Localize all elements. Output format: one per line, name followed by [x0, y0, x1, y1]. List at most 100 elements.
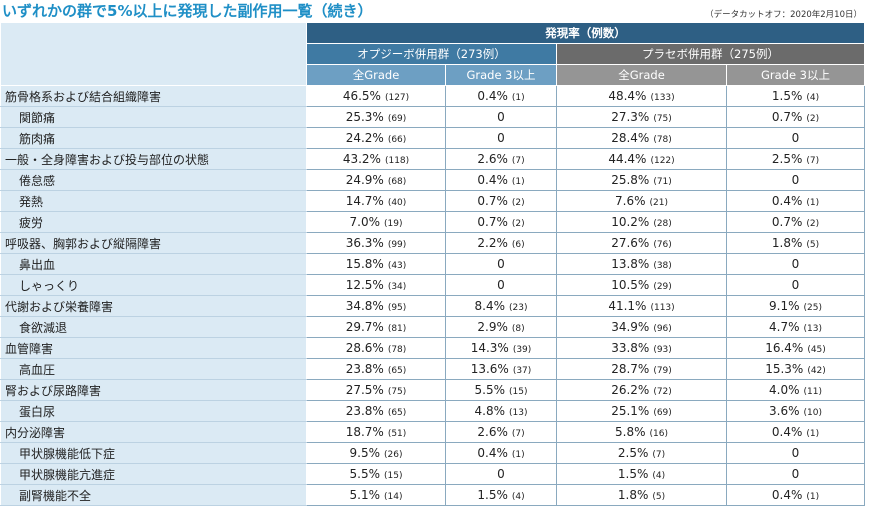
count-value: (38): [653, 261, 672, 271]
table-row: 鼻出血 15.8% (43) 0 13.8% (38) 0: [0, 253, 865, 275]
count-value: (43): [387, 261, 407, 271]
count-value: (34): [387, 282, 407, 292]
event-label: 蛋白尿: [0, 400, 307, 422]
percent-value: 25.8%: [611, 173, 650, 187]
percent-value: 2.6%: [477, 425, 508, 439]
table-row: 一般・全身障害および投与部位の状態 43.2% (118) 2.6% (7) 44.4%(…: [0, 148, 865, 170]
opdivo-all-grade-cell: 46.5% (127): [306, 85, 446, 107]
count-value: (16): [649, 429, 668, 439]
placebo-all-grade-cell: 1.5% (4): [556, 463, 727, 485]
opdivo-grade3-cell: 0: [445, 274, 557, 296]
count-value: (78): [387, 345, 407, 355]
count-value: (19): [384, 219, 403, 229]
opdivo-all-grade-cell: 24.2% (66): [306, 127, 446, 149]
percent-value: 24.9%: [345, 173, 384, 187]
count-value: (21): [649, 198, 668, 208]
opdivo-all-grade-header: 全Grade: [306, 64, 446, 86]
count-value: (133): [650, 93, 675, 103]
percent-value: 25.1%: [611, 404, 650, 418]
percent-value: 15.3%: [765, 362, 804, 376]
count-value: (1): [806, 198, 820, 208]
count-value: (39): [512, 345, 532, 355]
placebo-all-grade-cell: 2.5% (7): [556, 442, 727, 464]
placebo-grade3-cell: 2.5% (7): [726, 148, 865, 170]
table-row: 内分泌障害 18.7% (51) 2.6% (7) 5.8% (16) 0.4% (1): [0, 421, 865, 443]
event-label: 関節痛: [0, 106, 307, 128]
placebo-all-grade-cell: 7.6% (21): [556, 190, 727, 212]
placebo-all-grade-cell: 5.8% (16): [556, 421, 727, 443]
placebo-grade3-cell: 15.3% (42): [726, 358, 865, 380]
count-value: (127): [384, 93, 410, 103]
count-value: (113): [650, 303, 675, 313]
placebo-all-grade-cell: 28.4% (78): [556, 127, 727, 149]
percent-value: 5.5%: [349, 467, 381, 481]
percent-value: 0: [791, 446, 800, 460]
percent-value: 8.4%: [474, 299, 506, 313]
opdivo-grade3-cell: 0.4% (1): [445, 85, 557, 107]
opdivo-grade3-cell: 14.3% (39): [445, 337, 557, 359]
percent-value: 5.8%: [615, 425, 646, 439]
percent-value: 0: [791, 173, 800, 187]
percent-value: 9.1%: [769, 299, 800, 313]
percent-value: 0: [497, 278, 505, 292]
event-label: 副腎機能不全: [0, 484, 307, 506]
percent-value: 46.5%: [342, 89, 381, 103]
percent-value: 48.4%: [608, 89, 647, 103]
percent-value: 23.8%: [345, 404, 384, 418]
opdivo-grade3-cell: 2.9% (8): [445, 316, 557, 338]
count-value: (2): [511, 219, 525, 229]
placebo-grade3-cell: 3.6% (10): [726, 400, 865, 422]
opdivo-all-grade-cell: 5.5% (15): [306, 463, 446, 485]
count-value: (13): [509, 408, 528, 418]
percent-value: 0.4%: [477, 173, 508, 187]
opdivo-all-grade-cell: 28.6% (78): [306, 337, 446, 359]
count-value: (6): [511, 240, 525, 250]
count-value: (81): [387, 324, 407, 334]
placebo-grade3-cell: 1.8% (5): [726, 232, 865, 254]
count-value: (11): [803, 387, 822, 397]
opdivo-all-grade-cell: 34.8% (95): [306, 295, 446, 317]
percent-value: 0: [791, 131, 800, 145]
opdivo-all-grade-cell: 23.8% (65): [306, 358, 446, 380]
placebo-grade3-cell: 0: [726, 253, 865, 275]
opdivo-grade3-cell: 2.6% (7): [445, 421, 557, 443]
count-value: (2): [806, 219, 820, 229]
percent-value: 1.8%: [617, 488, 649, 502]
percent-value: 5.1%: [349, 488, 381, 502]
opdivo-all-grade-cell: 43.2% (118): [306, 148, 446, 170]
count-value: (69): [387, 114, 407, 124]
opdivo-all-grade-cell: 25.3% (69): [306, 106, 446, 128]
count-value: (5): [652, 492, 666, 502]
opdivo-all-grade-cell: 24.9% (68): [306, 169, 446, 191]
percent-value: 18.7%: [345, 425, 384, 439]
percent-value: 10.2%: [611, 215, 650, 229]
percent-value: 4.8%: [474, 404, 506, 418]
opdivo-grade3-cell: 0.7% (2): [445, 211, 557, 233]
placebo-all-grade-cell: 34.9% (96): [556, 316, 727, 338]
table-row: 高血圧 23.8% (65) 13.6% (37) 28.7% (79) 15.3% (42): [0, 358, 865, 380]
placebo-grade3-cell: 0: [726, 127, 865, 149]
event-label: しゃっくり: [0, 274, 307, 296]
percent-value: 27.6%: [611, 236, 650, 250]
placebo-all-grade-cell: 28.7% (79): [556, 358, 727, 380]
placebo-all-grade-cell: 26.2% (72): [556, 379, 727, 401]
count-value: (69): [653, 408, 672, 418]
percent-value: 28.4%: [611, 131, 650, 145]
percent-value: 15.8%: [345, 257, 384, 271]
opdivo-grade3-cell: 13.6% (37): [445, 358, 557, 380]
table-row: 呼吸器、胸郭および縦隔障害 36.3% (99) 2.2% (6) 27.6% (76) 1.…: [0, 232, 865, 254]
count-value: (14): [384, 492, 403, 502]
count-value: (42): [807, 366, 826, 376]
percent-value: 28.6%: [345, 341, 384, 355]
percent-value: 1.5%: [771, 89, 803, 103]
percent-value: 13.6%: [470, 362, 509, 376]
percent-value: 4.7%: [769, 320, 800, 334]
opdivo-all-grade-cell: 29.7% (81): [306, 316, 446, 338]
percent-value: 25.3%: [345, 110, 384, 124]
percent-value: 7.6%: [615, 194, 646, 208]
percent-value: 3.6%: [769, 404, 800, 418]
placebo-group-header: プラセボ併用群（275例）: [556, 43, 865, 65]
count-value: (25): [803, 303, 822, 313]
percent-value: 44.4%: [608, 152, 647, 166]
placebo-all-grade-cell: 27.3% (75): [556, 106, 727, 128]
